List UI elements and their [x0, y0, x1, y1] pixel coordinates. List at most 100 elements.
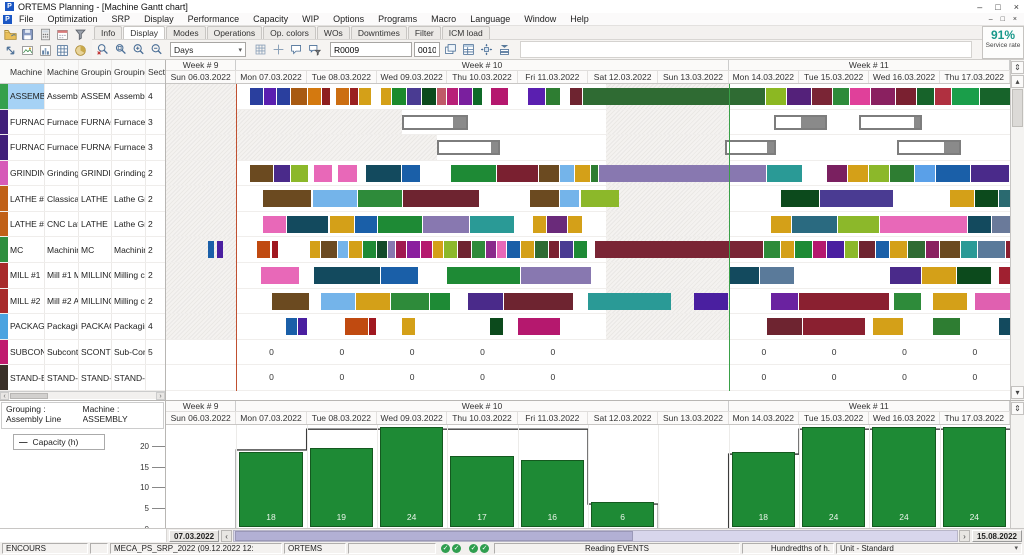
operation-bar[interactable]	[872, 318, 904, 336]
operation-bar[interactable]	[368, 318, 376, 336]
operation-bar[interactable]	[473, 88, 483, 105]
crosshair-icon[interactable]	[270, 42, 286, 57]
operation-bar[interactable]	[250, 164, 273, 182]
operation-bar[interactable]	[728, 267, 760, 285]
mdi-restore-icon[interactable]: □	[1000, 15, 1005, 23]
operation-bar[interactable]	[457, 241, 471, 259]
operation-bar[interactable]	[545, 88, 561, 105]
operation-bar[interactable]	[999, 190, 1010, 208]
comment-filter-icon[interactable]	[306, 42, 322, 57]
column-header[interactable]: Section	[148, 66, 165, 77]
operation-bar[interactable]	[950, 190, 974, 208]
tab-downtimes[interactable]: Downtimes	[350, 26, 407, 39]
operation-bar[interactable]	[273, 164, 291, 182]
operation-bar[interactable]	[507, 241, 521, 259]
operation-bar[interactable]	[459, 88, 473, 105]
operation-bar[interactable]	[320, 292, 355, 310]
load-bar[interactable]: 18	[239, 452, 303, 527]
chart-view-icon[interactable]	[20, 43, 36, 58]
operation-bar[interactable]	[939, 241, 960, 259]
operation-bar[interactable]	[799, 292, 890, 310]
operation-bar[interactable]	[291, 88, 308, 105]
operation-bar[interactable]	[530, 190, 559, 208]
operation-bar[interactable]	[489, 318, 503, 336]
load-bar[interactable]: 17	[450, 456, 514, 527]
operation-bar[interactable]	[380, 88, 392, 105]
operation-bar[interactable]	[322, 88, 331, 105]
operation-bar[interactable]	[392, 88, 406, 105]
operation-bar[interactable]	[583, 88, 765, 105]
operation-bar[interactable]	[876, 241, 890, 259]
operation-bar[interactable]	[521, 267, 591, 285]
load-bar[interactable]: 24	[872, 427, 936, 527]
operation-bar[interactable]	[391, 292, 429, 310]
menu-item-display[interactable]: Display	[144, 14, 174, 24]
mdi-minimize-icon[interactable]: –	[988, 15, 993, 23]
operation-bar[interactable]	[350, 88, 359, 105]
operation-bar[interactable]	[362, 241, 376, 259]
load-bar[interactable]: 6	[591, 502, 655, 527]
timeline-scroll-thumb[interactable]	[235, 530, 633, 541]
expand-rows-icon[interactable]: ⇕	[1011, 61, 1024, 74]
operation-bar[interactable]	[490, 88, 508, 105]
menu-item-performance[interactable]: Performance	[187, 14, 240, 24]
operation-bar[interactable]	[893, 292, 922, 310]
operation-bar[interactable]	[980, 88, 1010, 105]
operation-bar[interactable]	[978, 241, 1006, 259]
close-icon[interactable]: ×	[1013, 1, 1019, 12]
tab-op-colors[interactable]: Op. colors	[263, 26, 316, 39]
scroll-down-icon[interactable]: ▾	[1011, 386, 1024, 399]
tab-wos[interactable]: WOs	[316, 26, 350, 39]
column-header[interactable]: Machine c	[45, 60, 79, 83]
scroll-thumb[interactable]	[1012, 89, 1023, 127]
operation-bar[interactable]	[496, 164, 538, 182]
operation-bar[interactable]	[469, 215, 514, 233]
histogram-view-icon[interactable]	[37, 43, 53, 58]
menu-item-capacity[interactable]: Capacity	[253, 14, 289, 24]
operation-bar[interactable]	[971, 164, 1009, 182]
zoom-out-icon[interactable]	[148, 42, 164, 57]
operation-bar[interactable]	[827, 164, 848, 182]
timeline-start-date[interactable]: 07.03.2022	[169, 529, 220, 542]
operation-bar[interactable]	[858, 241, 876, 259]
machine-row[interactable]: PACKAGIPackagingPACKAGIPackaging4	[0, 314, 165, 340]
operation-bar[interactable]	[257, 241, 271, 259]
time-unit-select[interactable]: Days ▾	[170, 42, 246, 57]
operation-bar[interactable]	[433, 241, 443, 259]
operation-bar[interactable]	[896, 88, 917, 105]
operation-bar[interactable]	[217, 241, 224, 259]
menu-item-srp[interactable]: SRP	[111, 14, 131, 24]
operation-bar[interactable]	[693, 292, 728, 310]
tab-modes[interactable]: Modes	[166, 26, 206, 39]
operation-bar[interactable]	[380, 267, 419, 285]
scroll-left-icon[interactable]: ‹	[221, 529, 233, 542]
operation-bar[interactable]	[401, 318, 415, 336]
operation-bar[interactable]	[1006, 241, 1010, 259]
downtime-box[interactable]	[401, 114, 469, 130]
table-icon[interactable]	[460, 42, 476, 57]
machine-row[interactable]: FURNACEFurnace 1FURNACEFurnace3	[0, 109, 165, 136]
operation-bar[interactable]	[271, 241, 278, 259]
operation-bar[interactable]	[336, 88, 350, 105]
operation-bar[interactable]	[355, 292, 391, 310]
zoom-window-icon[interactable]	[112, 42, 128, 57]
operation-bar[interactable]	[999, 267, 1010, 285]
operation-bar[interactable]	[429, 292, 450, 310]
maximize-icon[interactable]: □	[995, 1, 1001, 12]
menu-item-language[interactable]: Language	[470, 14, 511, 24]
operation-bar[interactable]	[820, 190, 893, 208]
column-header[interactable]: Grouping	[112, 60, 146, 83]
operation-bar[interactable]	[308, 88, 322, 105]
operation-bar[interactable]	[781, 190, 820, 208]
operation-bar[interactable]	[538, 164, 559, 182]
downtime-box[interactable]	[897, 140, 961, 156]
operation-bar[interactable]	[338, 164, 357, 182]
operation-bar[interactable]	[437, 88, 446, 105]
menu-item-wip[interactable]: WIP	[302, 14, 320, 24]
operation-bar[interactable]	[486, 241, 496, 259]
operation-bar[interactable]	[767, 318, 802, 336]
operation-bar[interactable]	[781, 241, 795, 259]
operation-bar[interactable]	[313, 267, 380, 285]
histogram-vscrollbar[interactable]: ⇕	[1010, 401, 1024, 529]
